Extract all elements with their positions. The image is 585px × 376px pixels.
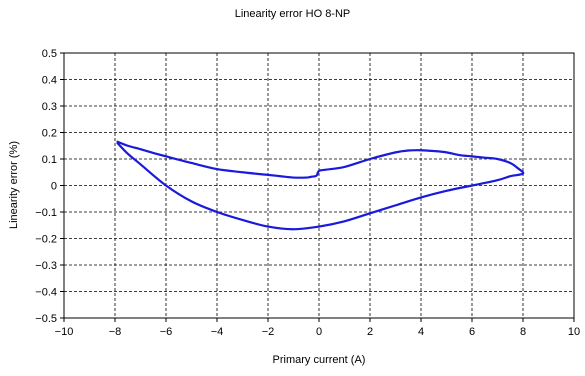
series-line bbox=[116, 140, 525, 231]
x-tick-label: 8 bbox=[520, 326, 526, 338]
data-point bbox=[165, 184, 167, 187]
data-point bbox=[496, 158, 499, 160]
data-point bbox=[318, 170, 320, 172]
y-tick-label: 0 bbox=[51, 181, 57, 193]
data-point bbox=[280, 175, 282, 177]
y-tick-label: −0.3 bbox=[35, 260, 57, 272]
y-tick-label: 0.1 bbox=[42, 154, 57, 166]
data-point bbox=[420, 196, 422, 199]
data-point bbox=[216, 168, 218, 170]
x-tick-label: 4 bbox=[418, 326, 424, 338]
data-point bbox=[326, 169, 328, 171]
y-tick-label: −0.4 bbox=[35, 287, 57, 299]
data-point bbox=[509, 162, 511, 164]
data-point bbox=[127, 153, 129, 155]
data-point bbox=[394, 151, 397, 153]
data-point bbox=[343, 166, 346, 168]
x-tick-label: −8 bbox=[109, 326, 122, 338]
data-point bbox=[216, 211, 218, 213]
x-tick-label: 0 bbox=[316, 326, 322, 338]
data-point bbox=[458, 154, 460, 156]
data-point bbox=[496, 179, 499, 181]
x-tick-label: −4 bbox=[211, 326, 224, 338]
data-point bbox=[116, 141, 119, 143]
data-point bbox=[292, 176, 295, 179]
data-point bbox=[318, 225, 320, 228]
data-point bbox=[315, 175, 318, 177]
data-point bbox=[127, 145, 129, 147]
data-point bbox=[369, 212, 371, 214]
data-point bbox=[267, 225, 269, 228]
y-tick-label: 0.4 bbox=[42, 75, 57, 87]
data-point bbox=[433, 150, 435, 152]
data-point bbox=[522, 172, 524, 175]
data-point bbox=[292, 228, 295, 230]
y-tick-label: 0.5 bbox=[42, 48, 57, 60]
data-point bbox=[139, 148, 142, 150]
x-tick-label: −2 bbox=[262, 326, 275, 338]
x-axis-label: Primary current (A) bbox=[272, 354, 366, 366]
data-point bbox=[471, 184, 473, 187]
data-point bbox=[190, 200, 193, 202]
x-tick-label: 10 bbox=[568, 326, 580, 338]
data-point bbox=[445, 190, 448, 192]
data-point bbox=[343, 220, 346, 222]
data-point bbox=[445, 151, 448, 153]
y-tick-label: 0.2 bbox=[42, 128, 57, 140]
y-tick-label: −0.2 bbox=[35, 234, 57, 246]
data-point bbox=[139, 163, 142, 165]
data-point bbox=[420, 149, 422, 151]
data-point bbox=[509, 175, 511, 177]
grid-layer bbox=[64, 53, 574, 318]
data-point bbox=[471, 155, 473, 157]
x-tick-label: 2 bbox=[367, 326, 373, 338]
data-point bbox=[484, 157, 486, 159]
data-point bbox=[407, 149, 409, 152]
y-tick-label: −0.5 bbox=[35, 313, 57, 325]
series-layer bbox=[116, 140, 525, 231]
data-point bbox=[241, 171, 244, 173]
data-point bbox=[517, 167, 519, 169]
x-tick-label: −10 bbox=[55, 326, 74, 338]
x-tick-label: 6 bbox=[469, 326, 475, 338]
tick-layer: −10 −8 −6 −4 −2 0 2 4 6 8 10 −0.5 −0.4 −0.3 −0.2 −0.1 0 0… bbox=[35, 48, 580, 338]
x-tick-label: −6 bbox=[160, 326, 173, 338]
chart-title: Linearity error HO 8-NP bbox=[234, 8, 351, 20]
data-point bbox=[310, 176, 312, 178]
y-tick-label: −0.1 bbox=[35, 207, 57, 219]
data-point bbox=[190, 162, 193, 164]
data-point bbox=[305, 176, 307, 179]
data-point bbox=[165, 155, 167, 157]
data-point bbox=[152, 152, 154, 154]
data-point bbox=[369, 158, 371, 160]
y-tick-label: 0.3 bbox=[42, 101, 57, 113]
data-point bbox=[394, 204, 397, 206]
data-point bbox=[241, 219, 244, 221]
data-point bbox=[267, 174, 269, 176]
data-point bbox=[116, 142, 119, 144]
